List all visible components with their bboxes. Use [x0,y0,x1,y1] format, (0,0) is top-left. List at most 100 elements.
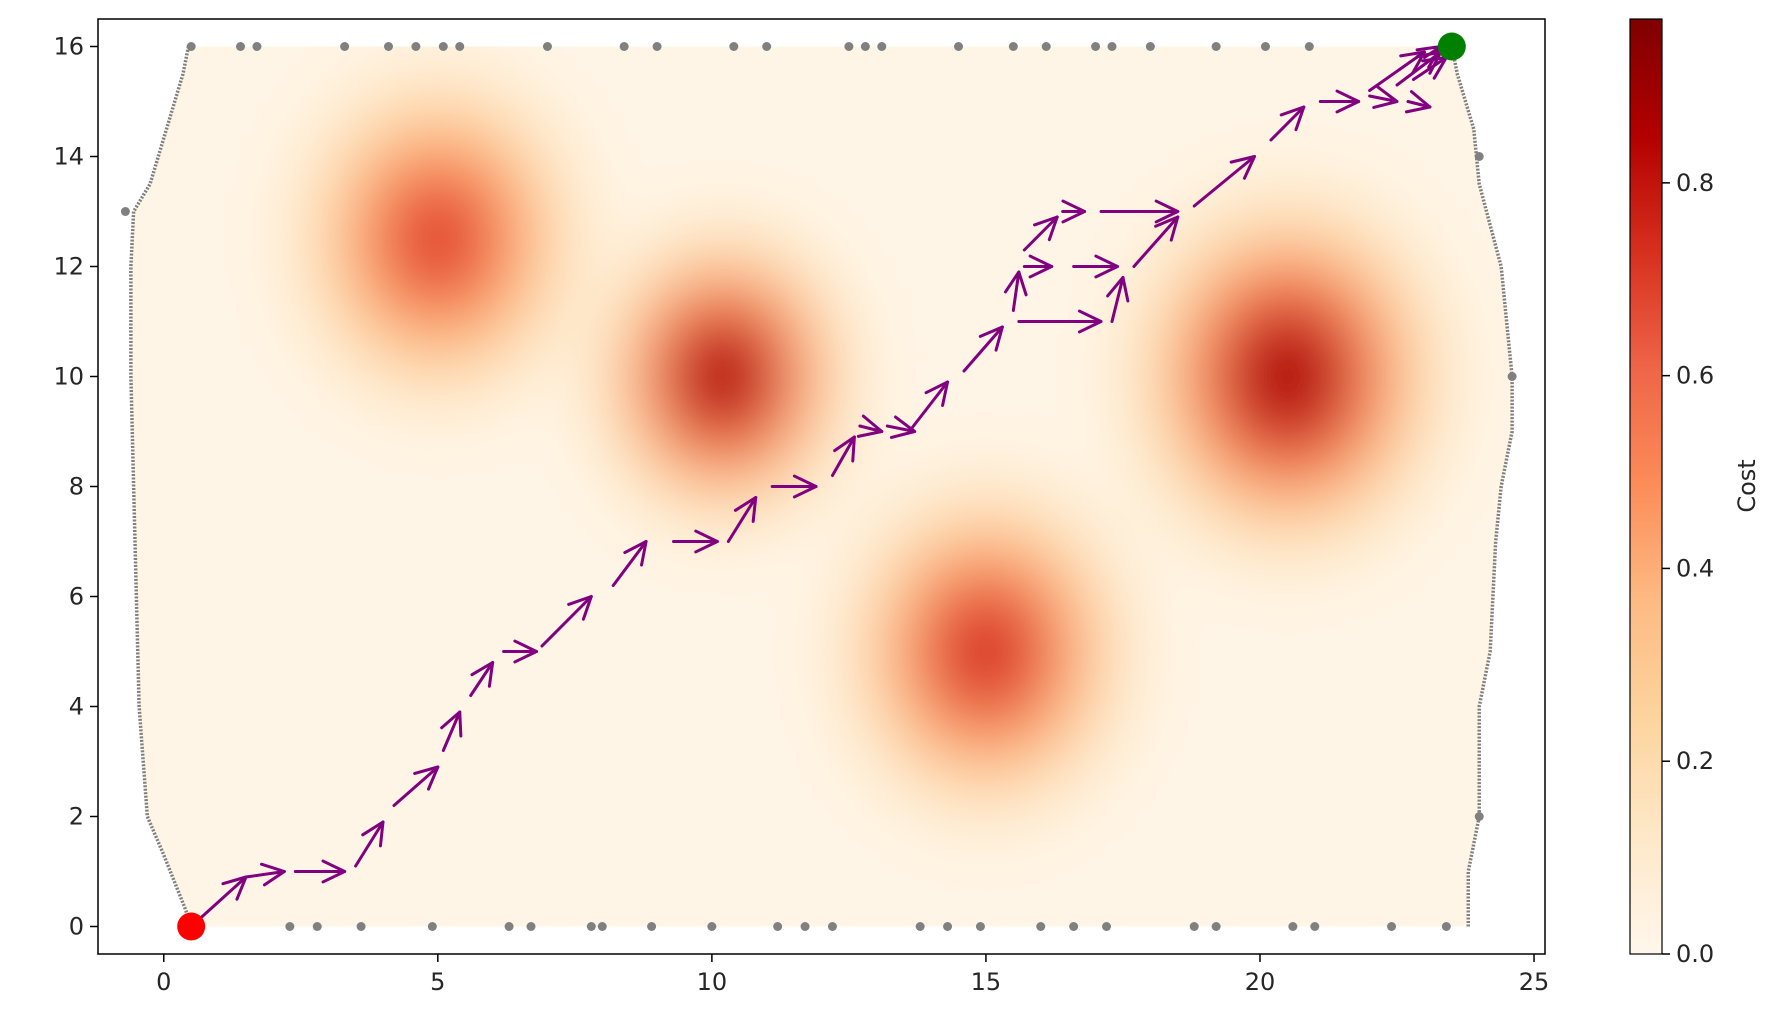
colorbar-tick-label: 0.8 [1676,169,1714,197]
colorbar-tick-label: 0.2 [1676,747,1714,775]
path-arrow [244,862,286,887]
boundary-point [356,922,366,931]
boundary-point [312,922,322,931]
path-arrow [1072,254,1119,279]
boundary-point [411,42,421,51]
boundary-point [285,922,295,931]
path-arrow [1099,199,1180,224]
boundary-point [1091,42,1101,51]
path-arrow [672,529,719,554]
path-arrow [1269,105,1306,142]
boundary-point [877,42,887,51]
boundary-point [619,42,629,51]
colorbar-label: Cost [1733,459,1761,512]
boundary-point [647,922,657,931]
boundary-point [186,42,196,51]
path-arrow [1404,90,1432,114]
boundary-point [1260,42,1270,51]
boundary-point [975,922,985,931]
path-arrow [611,540,648,587]
path-arrow [1061,199,1087,224]
boundary-point [455,42,465,51]
x-axis: 0 5 10 15 20 25 [156,954,1549,996]
boundary-point [860,42,870,51]
x-tick-label: 5 [430,968,445,996]
boundary-point [1107,42,1117,51]
boundary-point [597,922,607,931]
boundary-point [773,922,783,931]
y-tick-label: 6 [69,583,84,611]
boundary-point [1310,922,1320,931]
boundary-point [1288,922,1298,931]
cost-hotspot-1 [263,46,613,441]
y-tick-label: 14 [53,143,84,171]
path-arrow [726,496,758,543]
boundary-point [1069,922,1079,931]
path-arrow [540,595,593,648]
path-arrow [856,414,884,438]
x-tick-label: 20 [1245,968,1276,996]
region-outline-right [1450,46,1514,927]
x-tick-label: 25 [1519,968,1550,996]
path-arrow [1318,89,1361,114]
path-arrow [830,435,856,477]
path-arrow [770,474,818,499]
x-tick-label: 0 [156,968,171,996]
boundary-point [1474,152,1484,161]
boundary-point [340,42,350,51]
boundary-point [800,922,810,931]
boundary-point [707,922,717,931]
boundary-point [1008,42,1018,51]
region-outline [129,46,193,928]
x-tick-label: 10 [697,968,728,996]
boundary-point [943,922,953,931]
boundary-point [1211,922,1221,931]
x-tick-label: 15 [971,968,1002,996]
path-arrow [502,639,538,664]
boundary-point [762,42,772,51]
boundary-point [844,42,854,51]
path-arrow [1017,309,1103,334]
y-tick-label: 4 [69,693,84,721]
boundary-point [438,42,448,51]
path-arrow [1132,215,1180,268]
boundary-point [1036,922,1046,931]
boundary-point [1211,42,1221,51]
path-arrow [1022,254,1054,279]
colorbar-tick-label: 0.4 [1676,554,1714,582]
boundary-point [120,207,130,216]
y-axis: 0 2 4 6 8 10 12 14 16 [53,33,98,941]
path-arrow [1192,155,1257,208]
path-arrow [1003,270,1028,312]
path-arrow [1106,276,1130,323]
boundary-point [586,922,596,931]
boundary-points [120,42,1517,931]
planned-path [189,45,1448,928]
boundary-point [1102,922,1112,931]
boundary-point [1474,812,1484,821]
y-tick-label: 12 [53,253,84,281]
cost-heatmap [130,46,1513,927]
path-arrow [1022,215,1059,252]
boundary-point [526,922,536,931]
path-arrow [293,859,347,884]
colorbar-tick-label: 0.0 [1676,940,1714,968]
plot-area: 0 5 10 15 20 25 0 2 4 6 8 10 12 14 16 [53,18,1549,996]
boundary-point [504,922,514,931]
endpoint-markers [177,32,1466,941]
boundary-point [915,922,925,931]
path-arrow [1368,50,1426,92]
colorbar-gradient [1629,18,1663,955]
colorbar: 0.0 0.2 0.4 0.6 0.8 Cost [1629,18,1761,968]
path-arrow [962,325,1004,373]
boundary-point [1304,42,1314,51]
cost-hotspot-4 [811,450,1161,853]
boundary-point [236,42,246,51]
path-arrow [354,820,385,868]
boundary-point [252,42,262,51]
path-arrow [440,710,463,752]
y-tick-label: 10 [53,363,84,391]
boundary-point [427,922,437,931]
boundary-point [1145,42,1155,51]
